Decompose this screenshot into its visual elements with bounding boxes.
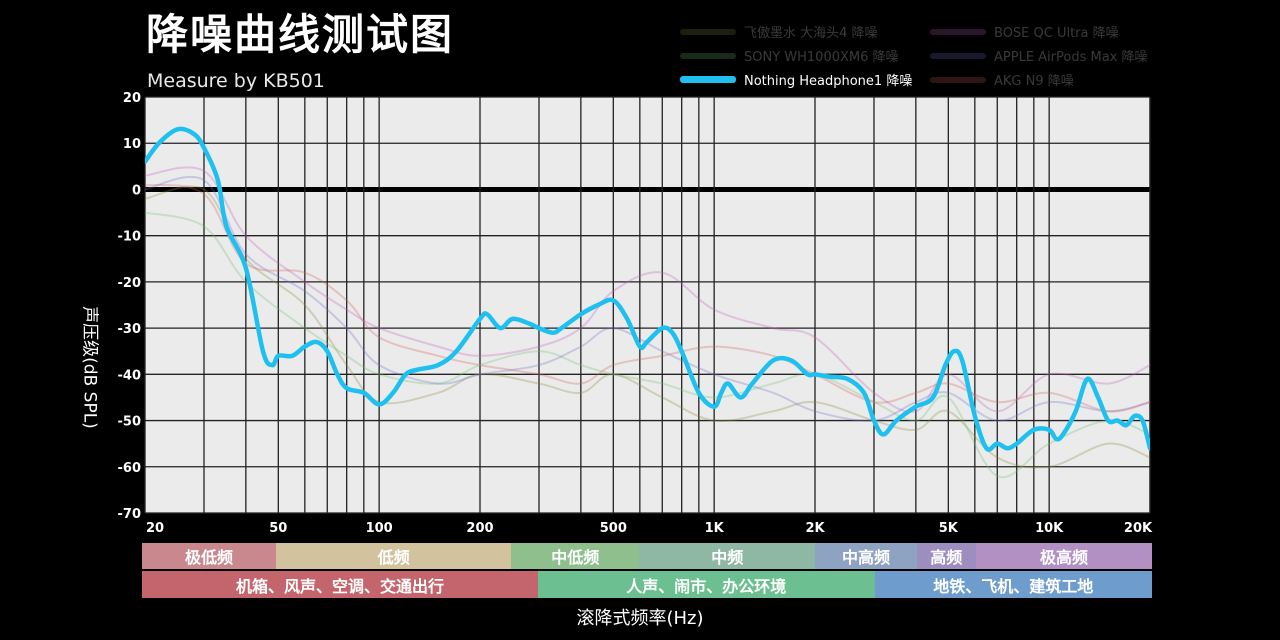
y-tick-label: 0 xyxy=(132,183,141,198)
x-axis-label: 滚降式频率(Hz) xyxy=(576,608,704,629)
legend-swatch xyxy=(930,28,986,35)
frequency-band: 低频 xyxy=(275,543,512,569)
x-tick-label: 20 xyxy=(146,521,164,536)
y-tick-label: -20 xyxy=(118,276,142,291)
legend-label: SONY WH1000XM6 降噪 xyxy=(744,50,899,65)
y-tick-label: -60 xyxy=(118,461,142,476)
legend-label: 飞傲墨水 大海头4 降噪 xyxy=(744,26,878,41)
legend-label: BOSE QC Ultra 降噪 xyxy=(994,26,1119,41)
legend-item[interactable]: APPLE AirPods Max 降噪 xyxy=(930,46,1148,65)
y-tick-label: -50 xyxy=(118,415,142,430)
frequency-band: 高频 xyxy=(916,543,976,569)
legend-label: AKG N9 降噪 xyxy=(994,74,1074,89)
x-tick-label: 10K xyxy=(1035,521,1064,536)
y-tick-label: 20 xyxy=(123,91,141,106)
y-ticks: 20 10 0 -10 -20 -30 -40 -50 -60 -70 xyxy=(118,91,142,522)
legend-label: Nothing Headphone1 降噪 xyxy=(744,74,913,89)
y-tick-label: -10 xyxy=(118,230,142,245)
legend-item[interactable]: Nothing Headphone1 降噪 xyxy=(680,70,912,89)
series-line-comparison xyxy=(145,175,1150,422)
series-line-comparison xyxy=(145,185,1150,469)
legend-swatch xyxy=(680,76,736,83)
frequency-band: 中频 xyxy=(639,543,816,569)
noise-scenario-band: 地铁、飞机、建筑工地 xyxy=(874,571,1152,598)
series-line-nothing-headphone1 xyxy=(145,126,1150,452)
x-tick-label: 50 xyxy=(269,521,287,536)
frequency-bands: 极低频 低频 中低频 中频 中高频 高频 极高频 xyxy=(142,543,1152,569)
legend-swatch xyxy=(930,76,986,83)
x-tick-label: 100 xyxy=(366,521,393,536)
chart-subtitle: Measure by KB501 xyxy=(147,70,325,92)
frequency-band: 极低频 xyxy=(142,543,276,569)
frequency-band: 极高频 xyxy=(975,543,1152,569)
legend-swatch xyxy=(680,52,736,59)
x-tick-label: 200 xyxy=(466,521,493,536)
legend-item[interactable]: 飞傲墨水 大海头4 降噪 xyxy=(680,22,878,41)
y-tick-label: -30 xyxy=(118,322,142,337)
series-group xyxy=(145,126,1150,479)
noise-scenario-bands: 机箱、风声、空调、交通出行 人声、闹市、办公环境 地铁、飞机、建筑工地 xyxy=(142,571,1152,598)
series-line-comparison xyxy=(145,183,1150,413)
x-ticks: 20 50 100 200 500 1K 2K 5K 10K 20K xyxy=(146,521,1153,536)
y-tick-label: -40 xyxy=(118,368,142,383)
legend-item[interactable]: SONY WH1000XM6 降噪 xyxy=(680,46,899,65)
noise-scenario-band: 人声、闹市、办公环境 xyxy=(537,571,875,598)
frequency-band: 中低频 xyxy=(511,543,640,569)
y-tick-label: -70 xyxy=(118,507,142,522)
x-tick-label: 20K xyxy=(1124,521,1153,536)
x-tick-label: 2K xyxy=(805,521,825,536)
x-tick-label: 1K xyxy=(705,521,725,536)
legend-item[interactable]: BOSE QC Ultra 降噪 xyxy=(930,22,1119,41)
plot-area xyxy=(145,97,1150,513)
legend-swatch xyxy=(680,28,736,35)
legend-item[interactable]: AKG N9 降噪 xyxy=(930,70,1074,89)
y-tick-label: 10 xyxy=(123,137,141,152)
legend-swatch xyxy=(930,52,986,59)
legend: 飞傲墨水 大海头4 降噪 BOSE QC Ultra 降噪 SONY WH100… xyxy=(680,22,1148,92)
series-line-comparison xyxy=(145,211,1150,479)
x-tick-label: 5K xyxy=(939,521,959,536)
chart-title: 降噪曲线测试图 xyxy=(146,10,455,59)
frequency-band: 中高频 xyxy=(815,543,917,569)
series-line-comparison xyxy=(145,166,1150,413)
legend-label: APPLE AirPods Max 降噪 xyxy=(994,50,1148,65)
noise-scenario-band: 机箱、风声、空调、交通出行 xyxy=(142,571,538,598)
x-tick-label: 500 xyxy=(600,521,627,536)
